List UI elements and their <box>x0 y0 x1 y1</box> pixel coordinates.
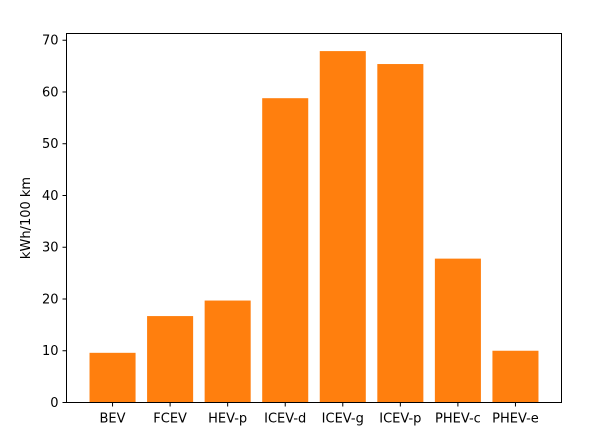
bars-group <box>89 51 539 403</box>
y-tick-label: 0 <box>50 396 58 411</box>
x-tick-label: HEV-p <box>208 412 247 427</box>
bar-bev <box>89 352 136 403</box>
bar-icev-g <box>319 51 366 403</box>
x-tick-label: ICEV-d <box>264 412 306 427</box>
y-tick-label: 40 <box>42 189 59 204</box>
bar-icev-p <box>377 64 424 403</box>
bar-icev-d <box>262 98 309 403</box>
bar-fcev <box>147 316 194 403</box>
y-tick-label: 50 <box>42 137 59 152</box>
y-tick-label: 70 <box>42 34 59 49</box>
x-tick-label: PHEV-e <box>492 412 539 427</box>
x-tick-label: FCEV <box>153 412 187 427</box>
x-tick-label: PHEV-c <box>435 412 481 427</box>
x-tick-label: ICEV-p <box>379 412 421 427</box>
y-tick-label: 10 <box>42 344 59 359</box>
y-axis-label: kWh/100 km <box>19 177 34 259</box>
x-tick-label: ICEV-g <box>322 412 364 427</box>
plot-frame <box>66 33 562 403</box>
x-tick-label: BEV <box>100 412 126 427</box>
y-axis: 0 10 20 30 40 50 60 70 <box>42 34 67 411</box>
y-tick-label: 20 <box>42 292 59 307</box>
bar-phev-c <box>434 258 481 403</box>
x-axis: BEV FCEV HEV-p ICEV-d ICEV-g ICEV-p PHEV-c PHEV… <box>100 402 539 427</box>
y-tick-label: 60 <box>42 85 59 100</box>
bar-phev-e <box>492 350 539 403</box>
bar-hev-p <box>204 300 251 403</box>
y-tick-label: 30 <box>42 241 59 256</box>
